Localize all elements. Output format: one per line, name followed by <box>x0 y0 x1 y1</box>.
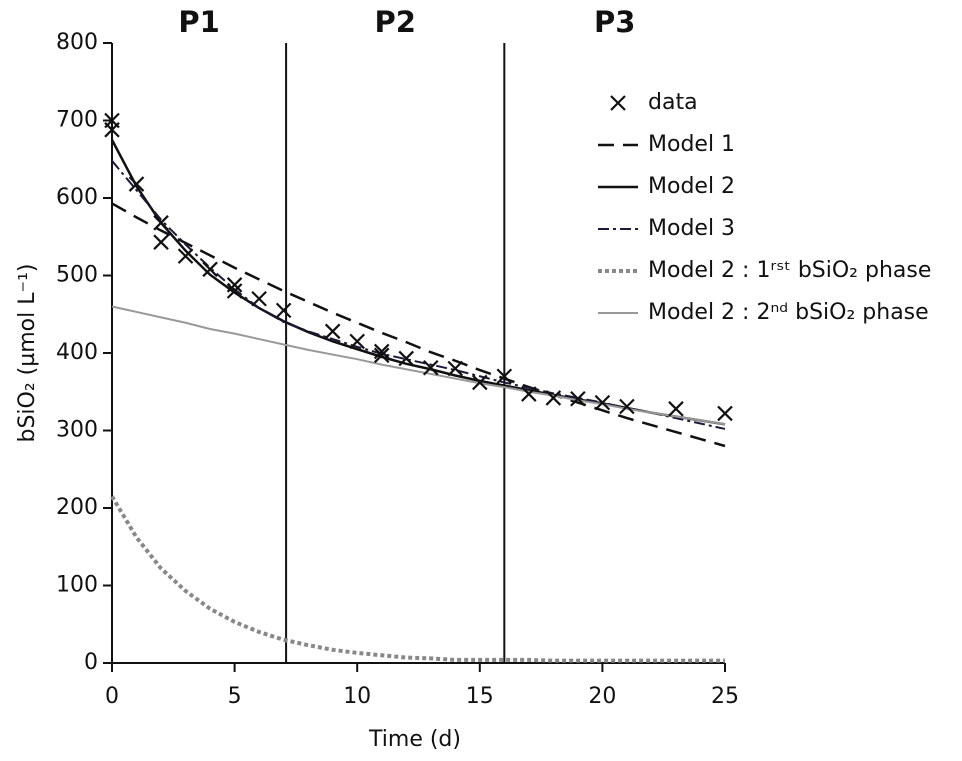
data-point <box>570 390 586 407</box>
data-point <box>594 394 611 411</box>
legend-label: Model 1 <box>648 132 735 157</box>
x-tick-label: 25 <box>711 684 739 709</box>
data-point <box>349 333 365 350</box>
data-point <box>619 398 635 415</box>
data-point <box>472 374 488 391</box>
data-point <box>447 360 464 377</box>
data-point <box>153 215 169 231</box>
data-point <box>202 261 218 278</box>
y-tick-label: 100 <box>56 573 98 598</box>
series-line <box>110 495 725 663</box>
data-point <box>373 343 390 360</box>
y-tick-label: 600 <box>56 185 98 210</box>
legend-label: Model 2 : 1ʳˢᵗ bSiO₂ phase <box>648 258 931 283</box>
series-line <box>110 139 726 426</box>
y-tick-label: 0 <box>84 650 98 675</box>
data-point <box>521 386 537 402</box>
series-line <box>111 202 726 448</box>
y-tick-label: 400 <box>56 340 98 365</box>
data-point <box>324 323 341 340</box>
x-axis-title: Time (d) <box>368 727 461 752</box>
legend-marker <box>610 95 626 111</box>
data-point <box>398 350 415 367</box>
data-point <box>153 234 169 250</box>
data-point <box>496 368 513 385</box>
data-point <box>668 401 684 417</box>
x-tick-label: 5 <box>228 684 242 709</box>
legend-label: Model 2 <box>648 174 735 199</box>
x-tick-label: 10 <box>343 684 371 709</box>
data-point <box>128 176 145 192</box>
x-tick-label: 20 <box>588 684 616 709</box>
series-line <box>111 160 726 430</box>
data-point <box>177 248 194 264</box>
data-point <box>717 405 733 422</box>
data-point <box>275 302 292 319</box>
x-tick-label: 15 <box>466 684 494 709</box>
series-line <box>111 305 726 426</box>
phase-label: P1 <box>178 5 219 39</box>
legend-label: Model 3 <box>648 216 735 241</box>
legend-label: data <box>648 90 698 115</box>
data-point <box>373 347 390 364</box>
phase-label: P3 <box>594 5 635 39</box>
data-point <box>226 283 243 299</box>
y-tick-label: 800 <box>56 30 98 55</box>
x-tick-label: 0 <box>105 684 119 709</box>
y-axis-title: bSiO₂ (µmol L⁻¹) <box>15 263 40 442</box>
phase-label: P2 <box>374 5 415 39</box>
data-point <box>251 290 267 307</box>
data-point <box>422 359 439 376</box>
legend-label: Model 2 : 2ⁿᵈ bSiO₂ phase <box>648 300 929 325</box>
data-point <box>104 122 120 138</box>
y-tick-label: 300 <box>56 418 98 443</box>
data-point <box>226 277 243 293</box>
y-tick-label: 200 <box>56 495 98 520</box>
y-tick-label: 700 <box>56 108 98 133</box>
y-tick-label: 500 <box>56 263 98 288</box>
data-point <box>545 390 562 406</box>
